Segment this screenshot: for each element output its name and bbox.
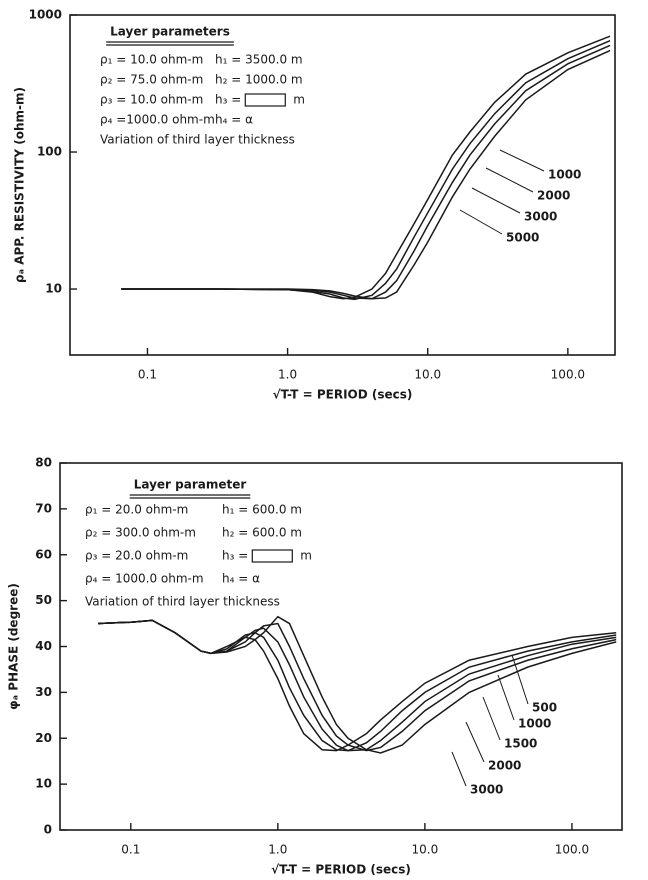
thickness-box bbox=[244, 93, 286, 107]
series-line bbox=[98, 619, 617, 752]
label-leader bbox=[482, 696, 501, 741]
box-title: Layer parameter bbox=[134, 478, 247, 492]
y-axis-label: φₐ PHASE (degree) bbox=[7, 583, 21, 710]
label-leader bbox=[451, 751, 467, 787]
label-leader bbox=[485, 167, 534, 193]
parameter-rho: ρ₃ = 20.0 ohm-m bbox=[85, 549, 188, 563]
x-axis-label: √T-T = PERIOD (secs) bbox=[273, 388, 413, 402]
x-tick-label: 10.0 bbox=[412, 843, 439, 857]
series-line bbox=[98, 619, 617, 752]
parameter-rho: ρ₄ =1000.0 ohm-m bbox=[100, 113, 215, 127]
note: Variation of third layer thickness bbox=[100, 133, 295, 147]
series-label: 2000 bbox=[537, 189, 570, 203]
parameter-h: h₄ = α bbox=[215, 113, 253, 127]
series-label: 1500 bbox=[504, 737, 537, 751]
plot-frame bbox=[69, 14, 616, 356]
y-tick-label: 10 bbox=[45, 282, 62, 296]
parameter-unit: m bbox=[293, 93, 305, 107]
parameter-unit: m bbox=[300, 549, 312, 563]
series-line bbox=[121, 39, 611, 301]
series-line bbox=[121, 49, 611, 300]
parameter-h: h₁ = 600.0 m bbox=[222, 503, 302, 517]
label-leader bbox=[511, 654, 529, 705]
series-label: 3000 bbox=[470, 783, 503, 797]
y-tick-label: 0 bbox=[44, 823, 52, 837]
y-tick-label: 70 bbox=[35, 501, 52, 515]
parameter-rho: ρ₃ = 10.0 ohm-m bbox=[100, 93, 203, 107]
thickness-box bbox=[251, 549, 293, 563]
series-line bbox=[98, 619, 617, 752]
parameter-h: h₁ = 3500.0 m bbox=[215, 53, 303, 67]
x-axis-label: √T-T = PERIOD (secs) bbox=[271, 863, 411, 877]
series-label: 500 bbox=[532, 701, 557, 715]
x-tick-label: 100.0 bbox=[551, 368, 585, 382]
series-label: 1000 bbox=[548, 168, 581, 182]
y-tick-label: 1000 bbox=[29, 8, 62, 22]
label-leader bbox=[459, 209, 503, 235]
label-leader bbox=[471, 187, 521, 214]
x-tick-label: 0.1 bbox=[138, 368, 157, 382]
label-leader bbox=[465, 721, 485, 763]
y-tick-label: 50 bbox=[35, 593, 52, 607]
x-tick-label: 1.0 bbox=[278, 368, 297, 382]
parameter-rho: ρ₄ = 1000.0 ohm-m bbox=[85, 572, 204, 586]
parameter-rho: ρ₁ = 20.0 ohm-m bbox=[85, 503, 188, 517]
x-tick-label: 0.1 bbox=[121, 843, 140, 857]
label-leader bbox=[497, 674, 515, 721]
box-title: Layer parameters bbox=[110, 25, 230, 39]
label-leader bbox=[499, 149, 545, 172]
series-line bbox=[98, 615, 617, 754]
parameter-h: h₄ = α bbox=[222, 572, 260, 586]
parameter-rho: ρ₁ = 10.0 ohm-m bbox=[100, 53, 203, 67]
x-tick-label: 100.0 bbox=[555, 843, 589, 857]
parameter-h: h₂ = 1000.0 m bbox=[215, 73, 303, 87]
parameter-h: h₃ = bbox=[222, 549, 248, 563]
note: Variation of third layer thickness bbox=[85, 595, 280, 609]
series-label: 3000 bbox=[524, 210, 557, 224]
series-label: 2000 bbox=[488, 759, 521, 773]
parameter-h: h₂ = 600.0 m bbox=[222, 526, 302, 540]
y-tick-label: 20 bbox=[35, 731, 52, 745]
y-tick-label: 80 bbox=[35, 456, 52, 470]
y-tick-label: 40 bbox=[35, 639, 52, 653]
series-line bbox=[98, 619, 617, 752]
parameter-h: h₃ = bbox=[215, 93, 241, 107]
series-label: 1000 bbox=[518, 717, 551, 731]
parameter-rho: ρ₂ = 300.0 ohm-m bbox=[85, 526, 196, 540]
y-tick-label: 10 bbox=[35, 777, 52, 791]
y-tick-label: 100 bbox=[37, 145, 62, 159]
y-tick-label: 30 bbox=[35, 685, 52, 699]
parameter-rho: ρ₂ = 75.0 ohm-m bbox=[100, 73, 203, 87]
series-label: 5000 bbox=[506, 231, 539, 245]
x-tick-label: 10.0 bbox=[414, 368, 441, 382]
y-tick-label: 60 bbox=[35, 547, 52, 561]
y-axis-label: ρₐ APP. RESISTIVITY (ohm-m) bbox=[13, 87, 27, 283]
x-tick-label: 1.0 bbox=[268, 843, 287, 857]
plot-frame bbox=[59, 462, 623, 831]
